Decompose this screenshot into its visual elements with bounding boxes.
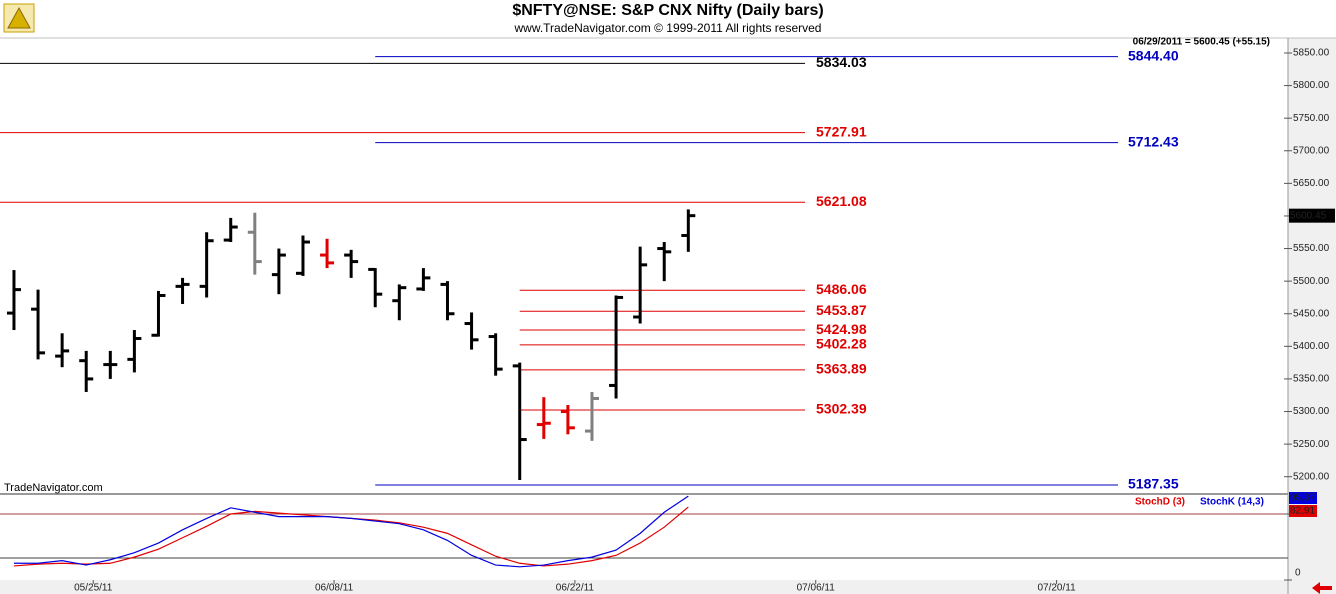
y-tick-label: 5500.00	[1293, 276, 1330, 287]
legend-label: StochD (3)	[1135, 497, 1185, 508]
last-price-info: 06/29/2011 = 5600.45 (+55.15)	[1133, 37, 1270, 48]
scroll-arrow[interactable]	[1312, 582, 1332, 594]
y-tick-label: 5700.00	[1293, 145, 1330, 156]
value-box	[1289, 492, 1317, 504]
channel-level-label: 5712.43	[1128, 133, 1179, 149]
value-box	[1289, 505, 1317, 517]
legend-label: StochK (14,3)	[1200, 497, 1264, 508]
date-axis-panel	[0, 580, 1288, 594]
fib-level-label: 5486.06	[816, 281, 867, 297]
fib-level-label: 5727.91	[816, 123, 867, 139]
y-tick-label: 5350.00	[1293, 374, 1330, 385]
y-tick-label: 0	[1295, 568, 1301, 579]
fib-level-label: 5834.03	[816, 54, 867, 70]
stoch-line	[13, 495, 689, 568]
x-tick-label: 06/22/11	[556, 583, 595, 594]
logo	[3, 3, 35, 33]
channel-level-label: 5187.35	[1128, 476, 1179, 492]
x-tick-label: 06/08/11	[315, 583, 354, 594]
x-tick-label: 07/20/11	[1037, 583, 1076, 594]
value-box-label: 95.37	[1290, 493, 1315, 504]
y-tick-label: 5400.00	[1293, 341, 1330, 352]
last-price-label: 5600.45	[1290, 210, 1327, 221]
y-tick-label: 5850.00	[1293, 48, 1330, 59]
last-price-box	[1289, 208, 1335, 223]
x-tick-label: 07/06/11	[797, 583, 836, 594]
fib-level-label: 5302.39	[816, 401, 867, 417]
watermark: TradeNavigator.com	[4, 482, 103, 494]
y-tick-label: 5250.00	[1293, 439, 1330, 450]
y-tick-label: 5550.00	[1293, 243, 1330, 254]
x-tick-label: 05/25/11	[74, 583, 113, 594]
y-tick-label: 5300.00	[1293, 406, 1330, 417]
value-box-label: 82.91	[1290, 506, 1315, 517]
y-tick-label: 5750.00	[1293, 113, 1330, 124]
fib-level-label: 5402.28	[816, 336, 867, 352]
y-tick-label: 5450.00	[1293, 308, 1330, 319]
y-tick-label: 5650.00	[1293, 178, 1330, 189]
fib-level-label: 5453.87	[816, 302, 867, 318]
y-tick-label: 5800.00	[1293, 80, 1330, 91]
chart-title: $NFTY@NSE: S&P CNX Nifty (Daily bars)	[512, 2, 823, 19]
channel-level-label: 5844.40	[1128, 47, 1179, 63]
chart-subtitle: www.TradeNavigator.com © 1999-2011 All r…	[514, 21, 822, 35]
y-tick-label: 5200.00	[1293, 471, 1330, 482]
fib-level-label: 5363.89	[816, 361, 867, 377]
fib-level-label: 5621.08	[816, 193, 867, 209]
fib-level-label: 5424.98	[816, 321, 867, 337]
